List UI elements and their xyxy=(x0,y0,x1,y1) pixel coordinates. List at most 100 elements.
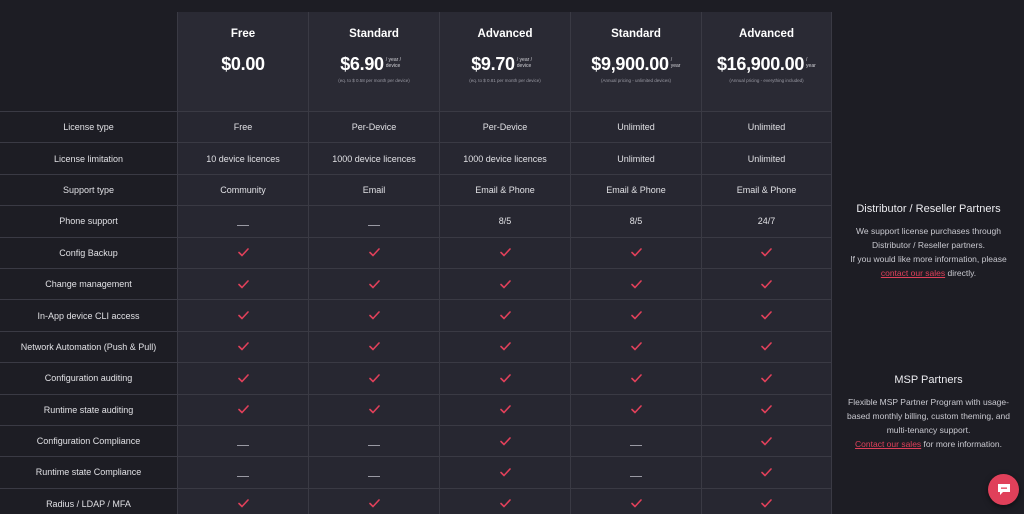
dash-icon xyxy=(368,444,380,446)
feature-cell xyxy=(701,300,832,331)
contact-sales-link[interactable]: contact our sales xyxy=(880,268,946,278)
price-line: $6.90 / year / device xyxy=(340,54,408,75)
price-line: $9.70 / year / device xyxy=(471,54,539,75)
check-icon xyxy=(761,405,772,414)
feature-cell xyxy=(308,363,439,394)
check-icon xyxy=(761,279,772,288)
feature-label: Change management xyxy=(45,279,132,290)
feature-cell xyxy=(308,300,439,331)
feature-row: License limitation 10 device licences 1000… xyxy=(0,143,832,175)
feature-cell xyxy=(701,331,832,363)
check-icon xyxy=(499,374,511,383)
dash-icon xyxy=(237,475,249,477)
check-icon xyxy=(761,342,772,351)
msp-block: MSP Partners Flexible MSP Partner Progra… xyxy=(833,374,1024,451)
dash-icon xyxy=(237,224,249,226)
feature-label: Config Backup xyxy=(59,247,118,258)
msp-text: Flexible MSP Partner Program with usage-… xyxy=(833,395,1024,451)
feature-cell: 1000 device licences xyxy=(308,143,439,174)
feature-cell xyxy=(570,488,701,514)
price-unit: / year xyxy=(670,57,681,69)
dash-icon xyxy=(237,444,249,446)
check-icon xyxy=(630,374,642,383)
feature-cell xyxy=(439,268,570,300)
feature-cell: 10 device licences xyxy=(177,143,308,174)
price-note: (eq. to $ 0.58 per month per device) xyxy=(338,78,410,83)
feature-cell xyxy=(308,237,439,268)
price-line: $16,900.00 / year xyxy=(717,54,816,75)
check-icon xyxy=(499,279,511,288)
check-icon xyxy=(630,279,642,288)
feature-cell xyxy=(177,237,308,268)
feature-cell xyxy=(570,363,701,394)
feature-label: Runtime state auditing xyxy=(43,404,134,415)
dash-icon xyxy=(630,475,642,477)
feature-cell xyxy=(570,394,701,425)
dash-icon xyxy=(368,224,380,226)
plan-price: $0.00 xyxy=(221,54,265,74)
feature-cell xyxy=(308,268,439,300)
distributor-text: We support license purchases through Dis… xyxy=(833,224,1024,280)
feature-row: Configuration auditing xyxy=(0,363,832,395)
plan-name: Standard xyxy=(611,28,661,40)
feature-cell xyxy=(439,488,570,514)
feature-label: In-App device CLI access xyxy=(37,310,140,321)
pricing-table: Free $0.00 Standard $6.90 / year / devic… xyxy=(0,12,832,514)
feature-cell xyxy=(308,206,439,237)
feature-cell: 24/7 xyxy=(701,206,832,237)
check-icon xyxy=(368,405,380,414)
feature-cell xyxy=(701,457,832,488)
check-icon xyxy=(761,311,772,320)
price-line: $0.00 xyxy=(221,54,265,75)
plan-header: Standard $9,900.00 / year (Annual pricin… xyxy=(570,12,701,111)
distributor-line1: We support license purchases through Dis… xyxy=(856,226,1001,250)
feature-row: Runtime state auditing xyxy=(0,394,832,426)
feature-row: Runtime state Compliance xyxy=(0,457,832,489)
feature-cell xyxy=(439,394,570,425)
feature-label: Radius / LDAP / MFA xyxy=(46,498,131,509)
feature-cell xyxy=(439,331,570,363)
feature-row: Support type Community Email Email & Phone E… xyxy=(0,174,832,207)
msp-contact-sales-link[interactable]: Contact our sales xyxy=(855,439,922,449)
feature-cell xyxy=(570,331,701,363)
check-icon xyxy=(761,468,772,477)
feature-cell: 8/5 xyxy=(570,206,701,237)
feature-cell xyxy=(701,268,832,300)
check-icon xyxy=(630,311,642,320)
feature-row: Network Automation (Push & Pull) xyxy=(0,331,832,364)
feature-row: License type Free Per-Device Per-Device Unli… xyxy=(0,112,832,144)
check-icon xyxy=(237,374,249,383)
feature-row: Configuration Compliance xyxy=(0,425,832,458)
feature-cell xyxy=(177,300,308,331)
feature-label: Network Automation (Push & Pull) xyxy=(20,341,157,352)
price-unit: / year / device xyxy=(516,57,533,69)
feature-cell xyxy=(701,488,832,514)
check-icon xyxy=(237,342,249,351)
distributor-title: Distributor / Reseller Partners xyxy=(856,203,1001,215)
check-icon xyxy=(499,436,511,445)
feature-label: License type xyxy=(63,122,114,133)
dash-icon xyxy=(368,475,380,477)
feature-cell: Email & Phone xyxy=(439,174,570,206)
feature-cell: Per-Device xyxy=(439,112,570,143)
check-icon xyxy=(761,248,772,257)
plan-header: Standard $6.90 / year / device (eq. to $… xyxy=(308,12,439,111)
plan-name: Advanced xyxy=(477,28,533,40)
price-note: (eq. to $ 0.81 per month per device) xyxy=(469,78,541,83)
feature-cell: Unlimited xyxy=(570,112,701,143)
check-icon xyxy=(368,311,380,320)
feature-cell xyxy=(570,457,701,488)
partners-panel: Distributor / Reseller Partners We suppo… xyxy=(833,0,1024,514)
feature-rows: License type Free Per-Device Per-Device Unli… xyxy=(0,112,832,514)
feature-label: Phone support xyxy=(59,216,118,227)
price-line: $9,900.00 / year xyxy=(591,54,680,75)
chat-button[interactable] xyxy=(988,474,1019,505)
check-icon xyxy=(630,342,642,351)
feature-cell xyxy=(308,331,439,363)
feature-cell xyxy=(177,206,308,237)
feature-cell: Free xyxy=(177,112,308,143)
feature-label: Configuration auditing xyxy=(44,373,133,384)
feature-cell: Per-Device xyxy=(308,112,439,143)
feature-cell: Email & Phone xyxy=(570,174,701,206)
distributor-block: Distributor / Reseller Partners We suppo… xyxy=(833,203,1024,280)
